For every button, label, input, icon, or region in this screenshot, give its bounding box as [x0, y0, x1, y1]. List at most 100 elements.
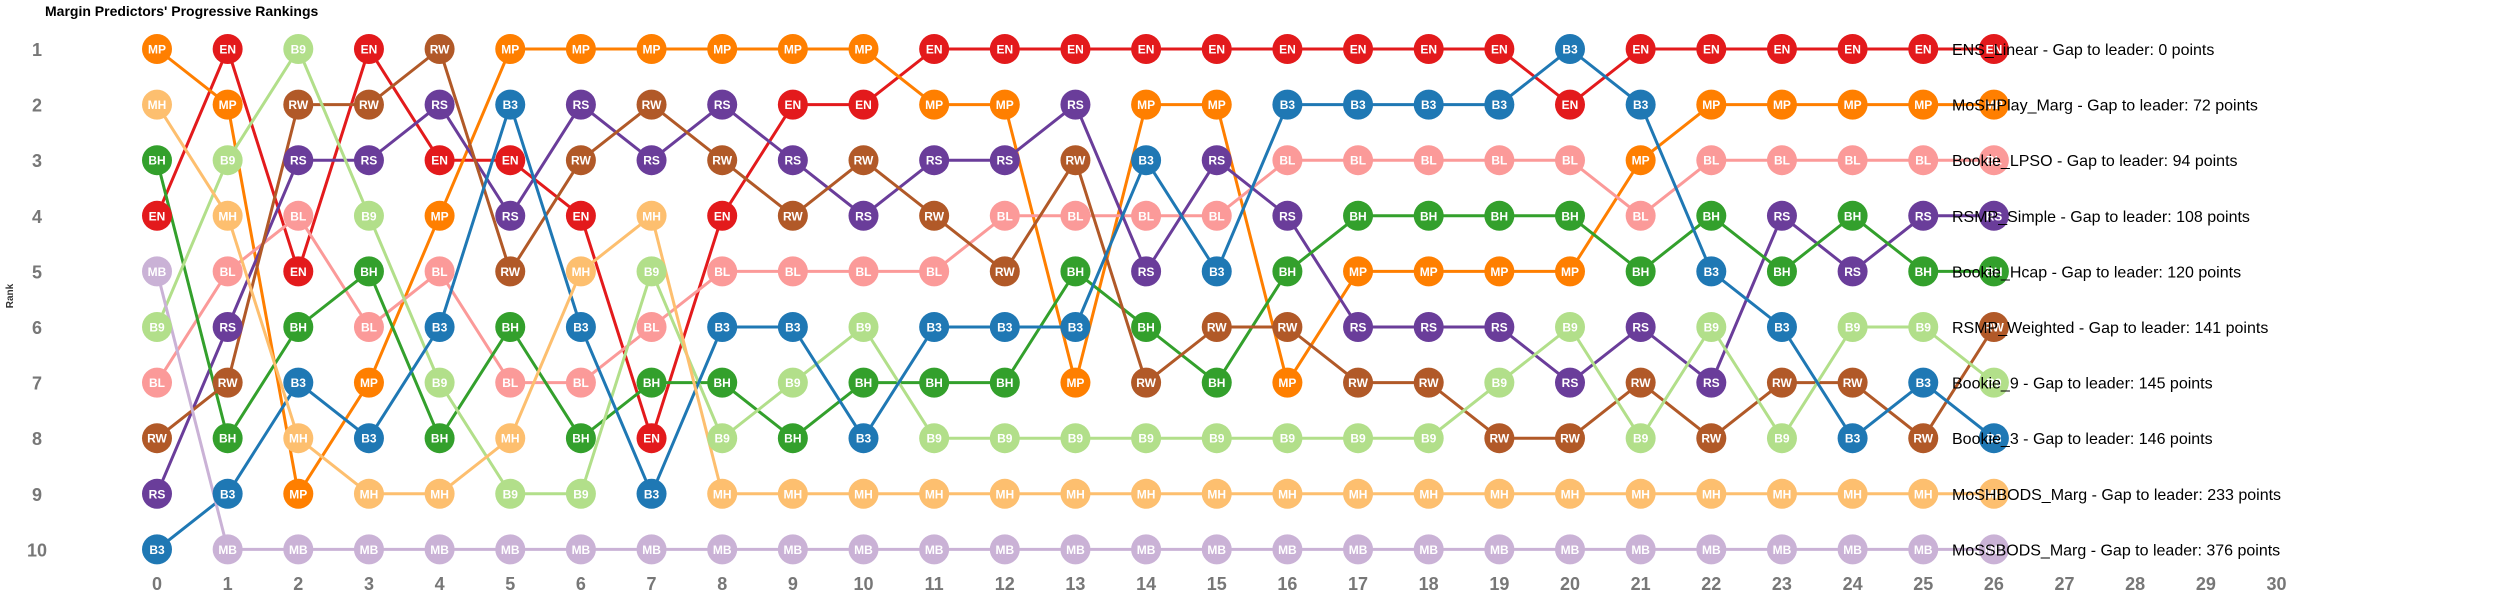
- point-label: MH: [1066, 487, 1085, 501]
- x-tick-label: 18: [1419, 574, 1439, 594]
- point-label: MP: [148, 43, 166, 57]
- point-marker: [565, 534, 596, 565]
- point-rw: RW: [1555, 423, 1585, 454]
- point-marker: [1696, 145, 1727, 176]
- point-label: RS: [1562, 376, 1579, 390]
- point-label: RS: [1774, 209, 1791, 223]
- point-b3: B3: [1696, 256, 1727, 287]
- point-en: EN: [1060, 34, 1091, 64]
- point-marker: [565, 312, 596, 342]
- point-rs: RS: [1837, 256, 1868, 287]
- point-marker: [1484, 256, 1515, 287]
- point-marker: [1837, 34, 1868, 64]
- point-label: BH: [502, 321, 519, 335]
- point-marker: [1484, 34, 1515, 64]
- point-marker: [212, 478, 243, 509]
- point-marker: [283, 145, 314, 176]
- point-label: MB: [360, 543, 379, 557]
- point-marker: [424, 89, 455, 120]
- point-mh: MH: [1766, 478, 1797, 509]
- point-marker: [1696, 200, 1727, 231]
- point-marker: [1766, 367, 1797, 398]
- point-label: RS: [1067, 98, 1084, 112]
- point-label: EN: [996, 43, 1013, 57]
- point-marker: [1343, 89, 1374, 120]
- point-bl: BL: [1625, 200, 1656, 231]
- x-tick-label: 5: [505, 574, 515, 594]
- point-label: B3: [1421, 98, 1437, 112]
- point-marker: [1343, 256, 1374, 287]
- point-marker: [1555, 423, 1585, 454]
- point-rs: RS: [1908, 200, 1939, 231]
- point-rw: RW: [1413, 367, 1444, 398]
- point-rw: RW: [1766, 367, 1797, 398]
- point-marker: [1837, 256, 1868, 287]
- point-label: B3: [1633, 98, 1649, 112]
- point-marker: [424, 145, 455, 176]
- point-rw: RW: [283, 89, 314, 120]
- point-label: MP: [925, 98, 943, 112]
- point-mh: MH: [636, 200, 667, 231]
- point-label: B9: [926, 432, 942, 446]
- point-label: RW: [571, 154, 591, 168]
- point-mp: MP: [848, 34, 879, 64]
- point-mp: MP: [1837, 89, 1868, 120]
- x-tick-label: 0: [152, 574, 162, 594]
- point-b9: B9: [424, 367, 455, 398]
- point-marker: [777, 423, 808, 454]
- point-marker: [1343, 478, 1374, 509]
- point-label: BH: [1915, 265, 1932, 279]
- point-rw: RW: [1625, 367, 1656, 398]
- point-bl: BL: [424, 256, 455, 287]
- point-marker: [1555, 34, 1585, 64]
- point-marker: [495, 478, 526, 509]
- point-bh: BH: [142, 145, 172, 176]
- point-bh: BH: [1555, 200, 1585, 231]
- x-tick-label: 19: [1489, 574, 1509, 594]
- point-bh: BH: [919, 367, 950, 398]
- point-bh: BH: [989, 367, 1020, 398]
- point-rw: RW: [353, 89, 384, 120]
- point-label: BH: [1491, 209, 1508, 223]
- point-label: MP: [431, 209, 449, 223]
- point-marker: [919, 367, 950, 398]
- point-label: MH: [784, 487, 803, 501]
- point-marker: [1484, 478, 1515, 509]
- point-label: EN: [149, 209, 166, 223]
- point-marker: [1131, 423, 1162, 454]
- point-marker: [1272, 200, 1303, 231]
- point-b9: B9: [777, 367, 808, 398]
- point-mh: MH: [1060, 478, 1091, 509]
- point-marker: [1484, 200, 1515, 231]
- point-label: BL: [856, 265, 872, 279]
- point-label: EN: [1067, 43, 1084, 57]
- point-label: BH: [1279, 265, 1296, 279]
- point-marker: [1908, 423, 1939, 454]
- point-marker: [1201, 534, 1232, 565]
- point-bl: BL: [212, 256, 243, 287]
- point-label: BL: [1703, 154, 1719, 168]
- point-label: MB: [642, 543, 661, 557]
- point-label: B9: [361, 209, 377, 223]
- point-rs: RS: [1272, 200, 1303, 231]
- point-marker: [1555, 534, 1585, 565]
- point-mh: MH: [1413, 478, 1444, 509]
- point-rs: RS: [142, 478, 172, 509]
- x-tick-label: 21: [1631, 574, 1651, 594]
- point-marker: [1060, 34, 1091, 64]
- point-label: EN: [361, 43, 378, 57]
- point-mp: MP: [919, 89, 950, 120]
- point-b9: B9: [919, 423, 950, 454]
- point-marker: [777, 367, 808, 398]
- point-bl: BL: [1413, 145, 1444, 176]
- point-label: BL: [714, 265, 730, 279]
- point-marker: [1696, 89, 1727, 120]
- point-en: EN: [1201, 34, 1232, 64]
- point-b3: B3: [989, 312, 1020, 342]
- point-label: RW: [1772, 376, 1792, 390]
- point-label: B9: [856, 321, 872, 335]
- point-marker: [1908, 200, 1939, 231]
- point-en: EN: [1908, 34, 1939, 64]
- point-marker: [1060, 312, 1091, 342]
